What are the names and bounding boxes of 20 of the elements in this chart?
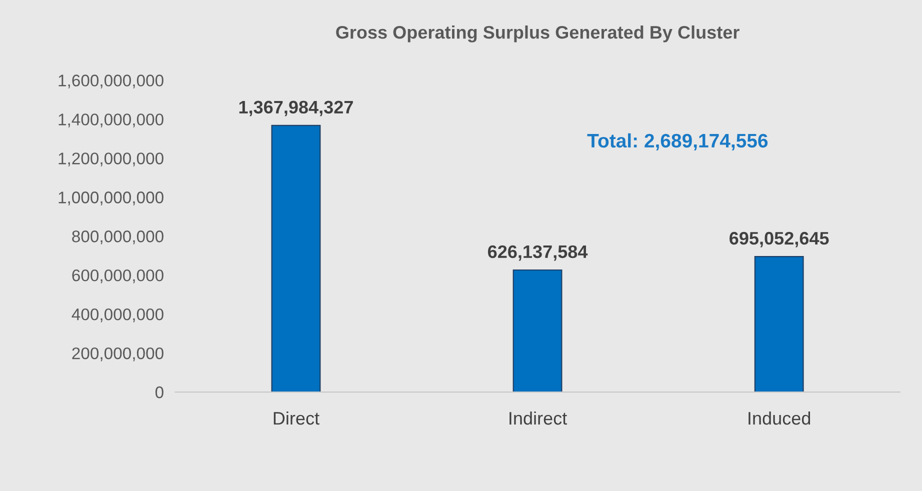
- y-tick-label: 1,600,000,000: [58, 74, 164, 88]
- data-label: 695,052,645: [730, 232, 829, 248]
- bar: [271, 124, 321, 392]
- annotation: Total: 2,689,174,556: [587, 133, 768, 150]
- x-tick-label: Indirect: [510, 411, 567, 425]
- y-tick-label: 800,000,000: [72, 230, 164, 244]
- y-tick-label: 0: [155, 386, 164, 398]
- x-tick-label: Direct: [274, 411, 320, 425]
- y-tick-label: 1,200,000,000: [58, 152, 164, 166]
- y-tick-label: 200,000,000: [72, 347, 164, 362]
- y-tick-label: 600,000,000: [72, 269, 164, 284]
- bar: [754, 256, 804, 392]
- y-tick-label: 1,000,000,000: [58, 192, 164, 206]
- x-tick-label: Induced: [748, 411, 810, 425]
- data-label: 626,137,584: [488, 245, 588, 261]
- y-tick-label: 1,400,000,000: [58, 114, 164, 128]
- y-tick-label: 400,000,000: [72, 308, 164, 322]
- chart-title: Gross Operating Surplus Generated By Cluster: [336, 25, 740, 42]
- data-label: 1,367,984,327: [239, 100, 353, 116]
- bar: [512, 269, 562, 392]
